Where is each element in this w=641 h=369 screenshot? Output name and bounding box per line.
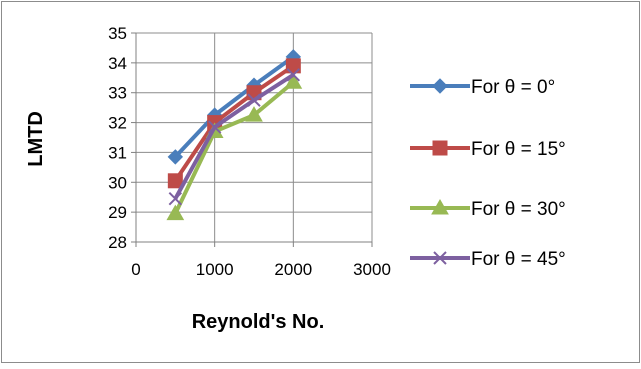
data-point-stroke [207,120,222,134]
data-point [286,68,301,82]
series-layer [166,49,303,221]
legend-marker-stroke [433,251,447,265]
series-line [173,55,295,159]
series-line [173,64,295,182]
y-tick-label: 33 [108,84,127,103]
data-point [207,120,222,134]
legend-label: For θ = 30° [471,199,566,220]
series-3 [168,68,301,206]
legend-item-0: For θ = 0° [410,77,555,98]
legend-label: For θ = 15° [471,139,566,160]
legend-item-2: For θ = 30° [410,198,566,220]
data-point [167,173,183,189]
series-line [173,73,295,200]
y-tick-label: 29 [108,203,127,222]
data-point [245,106,263,122]
x-tick-label: 1000 [196,260,234,279]
legend-marker [432,78,448,94]
y-tick-label: 34 [108,54,127,73]
data-point-stroke [247,93,261,107]
data-point-stroke [168,192,183,206]
x-tick-label: 0 [131,260,140,279]
data-point [167,149,184,165]
data-point [247,93,261,107]
legend: For θ = 0° For θ = 15° For θ = 30° For θ = … [410,77,566,270]
axis-layer: 28 29 30 31 32 33 34 35 0 1000 2000 3000 [108,24,391,279]
data-point [166,204,185,221]
y-tick-label: 32 [108,114,127,133]
data-point [285,58,301,74]
y-tick-label: 31 [108,143,127,162]
legend-marker [431,198,449,215]
data-point-stroke [286,68,301,82]
legend-marker [432,140,448,156]
y-tick-label: 30 [108,173,127,192]
x-axis-title: Reynold's No. [192,311,325,333]
x-tick-label: 3000 [353,260,391,279]
y-axis-title: LMTD [25,111,47,167]
data-point [168,192,183,206]
y-tick-label: 28 [108,233,127,252]
legend-item-1: For θ = 15° [410,139,566,160]
y-tick-label: 35 [108,24,127,43]
x-tick-label: 2000 [274,260,312,279]
legend-label: For θ = 0° [471,77,555,98]
legend-marker [433,251,447,265]
data-point [284,73,303,89]
series-line [173,80,295,215]
legend-item-3: For θ = 45° [410,249,566,270]
legend-label: For θ = 45° [471,249,566,270]
